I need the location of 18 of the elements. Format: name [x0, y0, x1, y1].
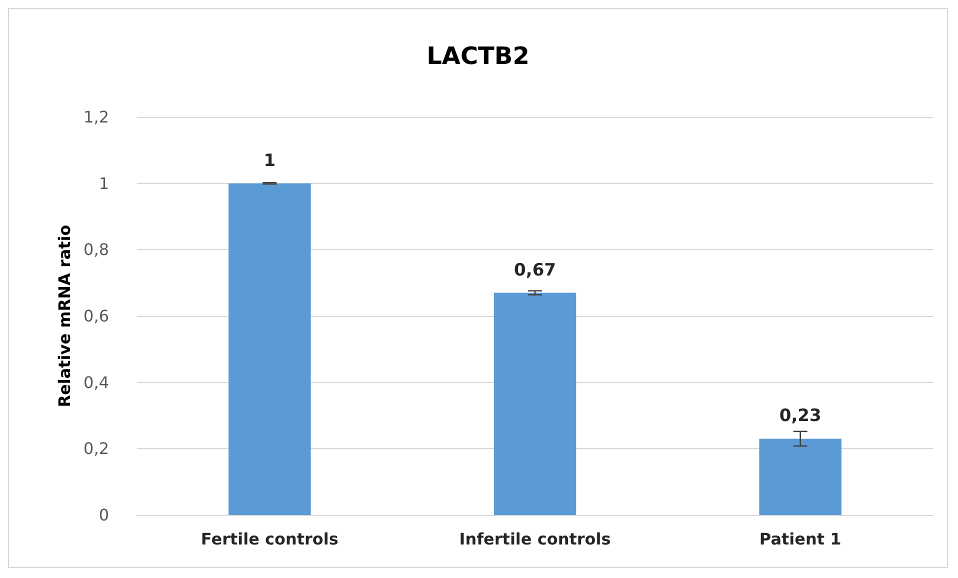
y-tick-label: 1	[98, 174, 109, 193]
bar	[759, 438, 842, 515]
data-label: 0,67	[514, 260, 556, 280]
bar	[228, 183, 311, 515]
x-tick-label: Fertile controls	[200, 530, 338, 548]
y-tick-label: 0,2	[84, 439, 109, 458]
x-tick-label: Patient 1	[759, 530, 842, 548]
bar	[494, 292, 576, 515]
y-tick-label: 0,8	[84, 240, 109, 260]
data-label: 0,23	[779, 406, 822, 426]
y-axis-title: Relative mRNA ratio	[55, 224, 74, 408]
y-tick-label: 0,4	[84, 372, 109, 392]
chart-title: LACTB2	[426, 42, 530, 70]
y-tick-label: 0	[98, 506, 109, 524]
y-tick-label: 0,6	[84, 306, 109, 326]
y-tick-label: 1,2	[84, 108, 109, 126]
data-label: 1	[264, 150, 276, 171]
x-tick-label: Infertile controls	[459, 530, 611, 548]
